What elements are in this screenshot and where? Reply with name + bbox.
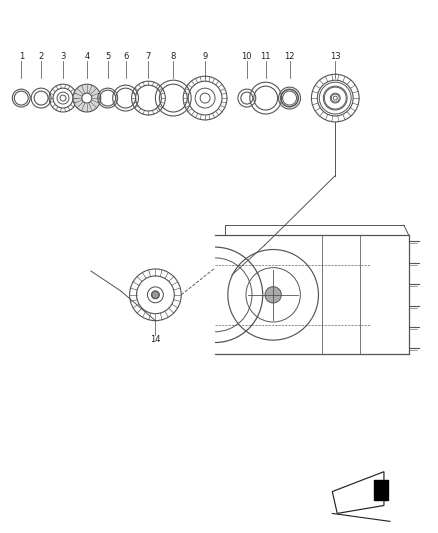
Text: 12: 12	[284, 52, 295, 61]
Text: 1: 1	[19, 52, 24, 61]
Text: 11: 11	[261, 52, 271, 61]
Text: 6: 6	[123, 52, 128, 61]
Circle shape	[82, 93, 92, 103]
Circle shape	[152, 292, 159, 298]
Circle shape	[73, 84, 101, 112]
Text: 5: 5	[105, 52, 110, 61]
Bar	[374, 480, 388, 499]
Text: 2: 2	[39, 52, 44, 61]
Text: 10: 10	[242, 52, 252, 61]
Text: 4: 4	[84, 52, 89, 61]
Circle shape	[265, 287, 281, 303]
Text: 8: 8	[171, 52, 176, 61]
Text: 7: 7	[146, 52, 151, 61]
Text: 14: 14	[150, 335, 161, 344]
Text: 9: 9	[202, 52, 208, 61]
Text: 3: 3	[60, 52, 66, 61]
Text: 13: 13	[330, 52, 341, 61]
